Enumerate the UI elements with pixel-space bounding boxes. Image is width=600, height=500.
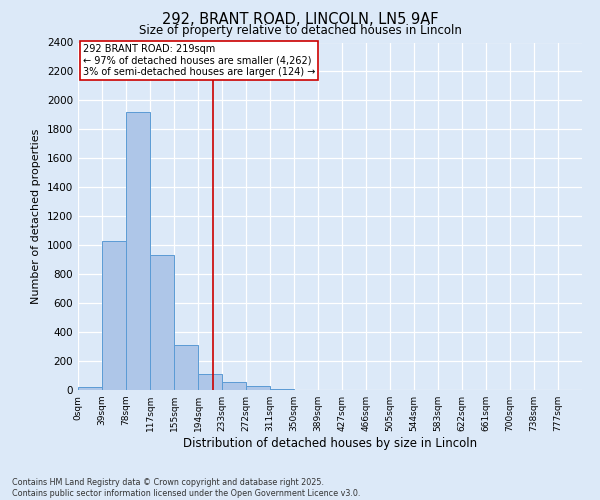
Y-axis label: Number of detached properties: Number of detached properties [31,128,41,304]
Bar [270,388,294,390]
Bar [150,256,174,390]
Bar [222,382,246,390]
Text: 292, BRANT ROAD, LINCOLN, LN5 9AF: 292, BRANT ROAD, LINCOLN, LN5 9AF [162,12,438,28]
Bar [126,112,150,390]
Bar [78,387,102,390]
Text: Contains HM Land Registry data © Crown copyright and database right 2025.
Contai: Contains HM Land Registry data © Crown c… [12,478,361,498]
Text: 292 BRANT ROAD: 219sqm
← 97% of detached houses are smaller (4,262)
3% of semi-d: 292 BRANT ROAD: 219sqm ← 97% of detached… [83,44,316,78]
Bar [198,374,222,390]
Bar [246,386,270,390]
Bar [174,345,198,390]
X-axis label: Distribution of detached houses by size in Lincoln: Distribution of detached houses by size … [183,437,477,450]
Text: Size of property relative to detached houses in Lincoln: Size of property relative to detached ho… [139,24,461,37]
Bar [102,241,126,390]
